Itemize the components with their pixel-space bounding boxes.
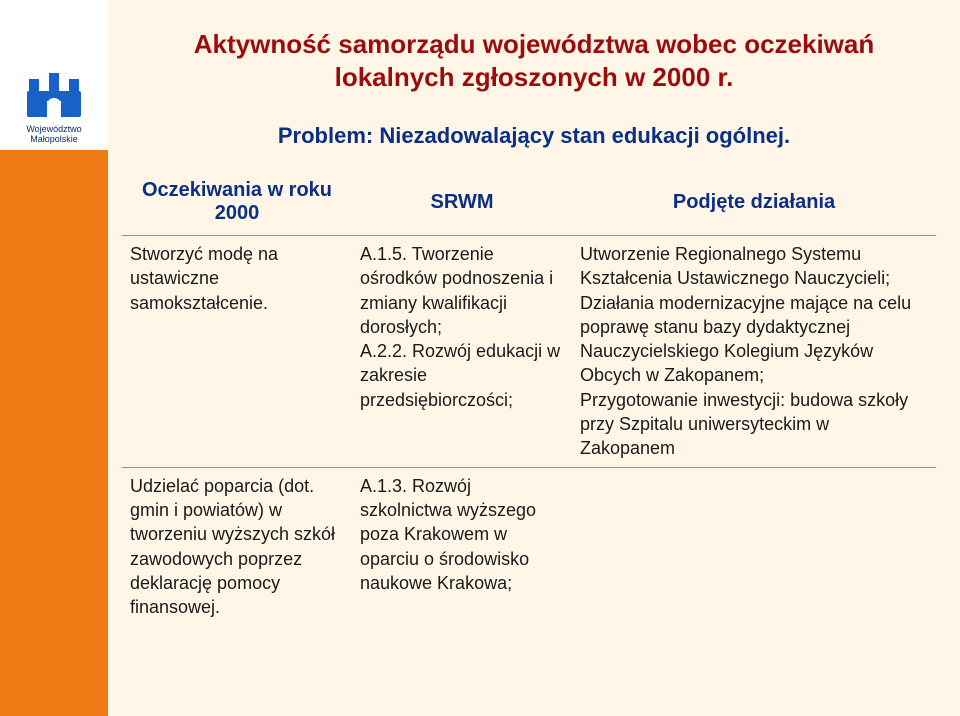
col-header-1: SRWM (352, 169, 572, 236)
content-table: Oczekiwania w roku 2000 SRWM Podjęte dzi… (122, 169, 936, 625)
slide: Województwo Małopolskie Aktywność samorz… (0, 0, 960, 716)
cell-r1c2 (572, 467, 936, 625)
table-row: Stworzyć modę na ustawiczne samokształce… (122, 236, 936, 468)
col-header-2: Podjęte działania (572, 169, 936, 236)
logo-line2: Małopolskie (30, 134, 78, 144)
cell-r1c0: Udzielać poparcia (dot. gmin i powiatów)… (122, 467, 352, 625)
logo: Województwo Małopolskie (23, 65, 85, 150)
logo-area: Województwo Małopolskie (0, 0, 108, 150)
logo-text: Województwo Małopolskie (26, 125, 81, 144)
cell-r0c1: A.1.5. Tworzenie ośrodków podnoszenia i … (352, 236, 572, 468)
crown-castle-icon (23, 65, 85, 123)
table-row: Udzielać poparcia (dot. gmin i powiatów)… (122, 467, 936, 625)
col-header-0: Oczekiwania w roku 2000 (122, 169, 352, 236)
table-header-row: Oczekiwania w roku 2000 SRWM Podjęte dzi… (122, 169, 936, 236)
slide-subtitle: Problem: Niezadowalający stan edukacji o… (108, 103, 960, 169)
slide-title: Aktywność samorządu województwa wobec oc… (108, 0, 960, 103)
cell-r0c2: Utworzenie Regionalnego Systemu Kształce… (572, 236, 936, 468)
sidebar-orange-bar (0, 150, 108, 716)
table-container: Oczekiwania w roku 2000 SRWM Podjęte dzi… (108, 169, 960, 625)
cell-r0c0: Stworzyć modę na ustawiczne samokształce… (122, 236, 352, 468)
sidebar: Województwo Małopolskie (0, 0, 108, 716)
cell-r1c1: A.1.3. Rozwój szkolnictwa wyższego poza … (352, 467, 572, 625)
main-content: Aktywność samorządu województwa wobec oc… (108, 0, 960, 716)
